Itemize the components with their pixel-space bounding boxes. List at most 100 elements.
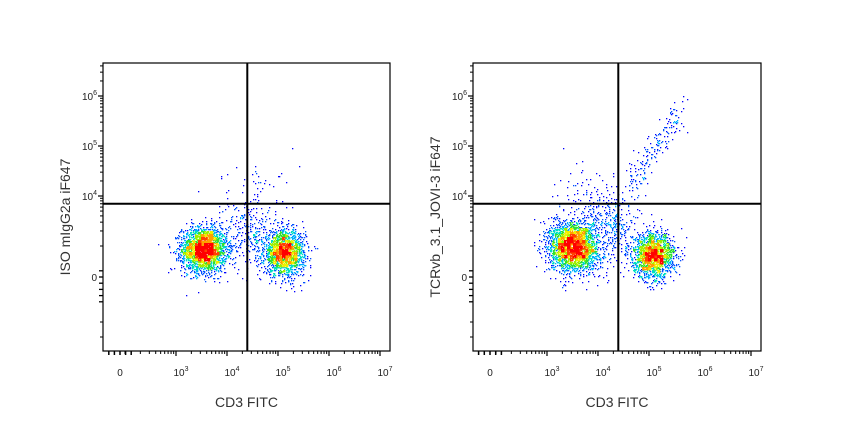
- event-dot: [191, 247, 193, 249]
- event-dot: [199, 236, 201, 238]
- event-dot: [600, 249, 602, 251]
- event-dot: [203, 266, 205, 268]
- event-dot: [286, 255, 288, 257]
- event-dot: [293, 242, 295, 244]
- event-dot: [211, 244, 213, 246]
- event-dot: [183, 253, 185, 255]
- event-dot: [207, 253, 209, 255]
- event-dot: [198, 292, 200, 294]
- event-dot: [211, 246, 213, 248]
- event-dot: [299, 259, 301, 261]
- event-dot: [279, 273, 281, 275]
- event-dot: [288, 240, 290, 242]
- event-dot: [289, 242, 291, 244]
- event-dot: [606, 246, 608, 248]
- event-dot: [235, 243, 237, 245]
- event-dot: [290, 242, 292, 244]
- event-dot: [271, 240, 273, 242]
- event-dot: [547, 253, 549, 255]
- event-dot: [196, 269, 198, 271]
- event-dot: [276, 257, 278, 259]
- event-dot: [186, 259, 188, 261]
- event-dot: [274, 234, 276, 236]
- event-dot: [285, 258, 287, 260]
- event-dot: [195, 264, 197, 266]
- event-dot: [276, 268, 278, 270]
- event-dot: [299, 249, 301, 251]
- event-dot: [236, 167, 238, 169]
- event-dot: [289, 251, 291, 253]
- event-dot: [186, 275, 188, 277]
- event-dot: [271, 258, 273, 260]
- event-dot: [296, 255, 298, 257]
- event-dot: [290, 241, 292, 243]
- event-dot: [212, 242, 214, 244]
- event-dot: [300, 244, 302, 246]
- event-dot: [289, 262, 291, 264]
- event-dot: [294, 233, 296, 235]
- event-dot: [305, 231, 307, 233]
- event-dot: [201, 262, 203, 264]
- event-dot: [209, 252, 211, 254]
- event-dot: [203, 250, 205, 252]
- event-dot: [279, 272, 281, 274]
- event-dot: [300, 239, 302, 241]
- event-dot: [284, 251, 286, 253]
- event-dot: [272, 228, 274, 230]
- event-dot: [210, 235, 212, 237]
- event-dot: [198, 230, 200, 232]
- event-dot: [297, 265, 299, 267]
- event-dot: [216, 249, 218, 251]
- event-dot: [267, 266, 269, 268]
- event-dot: [283, 250, 285, 252]
- event-dot: [300, 236, 302, 238]
- event-dot: [219, 260, 221, 262]
- event-dot: [259, 256, 261, 258]
- event-dot: [541, 257, 543, 259]
- event-dot: [198, 232, 200, 234]
- event-dot: [184, 244, 186, 246]
- event-dot: [564, 284, 566, 286]
- event-dot: [186, 243, 188, 245]
- event-dot: [286, 254, 288, 256]
- event-dot: [211, 232, 213, 234]
- event-dot: [255, 255, 257, 257]
- event-dot: [277, 250, 279, 252]
- event-dot: [217, 249, 219, 251]
- event-dot: [222, 241, 224, 243]
- event-dot: [286, 264, 288, 266]
- event-dot: [292, 233, 294, 235]
- event-dot: [213, 248, 215, 250]
- event-dot: [196, 253, 198, 255]
- event-dot: [200, 241, 202, 243]
- event-dot: [195, 241, 197, 243]
- event-dot: [279, 248, 281, 250]
- event-dot: [277, 261, 279, 263]
- event-dot: [229, 241, 231, 243]
- event-dot: [291, 231, 293, 233]
- event-dot: [297, 234, 299, 236]
- event-dot: [534, 245, 536, 247]
- event-dot: [296, 256, 298, 258]
- event-dot: [216, 254, 218, 256]
- event-dot: [213, 255, 215, 257]
- event-dot: [214, 232, 216, 234]
- event-dot: [296, 261, 298, 263]
- event-dot: [226, 238, 228, 240]
- event-dot: [207, 268, 209, 270]
- event-dot: [256, 233, 258, 235]
- event-dot: [210, 250, 212, 252]
- event-dot: [607, 282, 609, 284]
- event-dot: [199, 249, 201, 251]
- event-dot: [257, 255, 259, 257]
- event-dot: [287, 256, 289, 258]
- event-dot: [290, 244, 292, 246]
- event-dot: [262, 249, 264, 251]
- event-dot: [200, 235, 202, 237]
- event-dot: [203, 239, 205, 241]
- event-dot: [221, 271, 223, 273]
- event-dot: [204, 237, 206, 239]
- event-dot: [204, 267, 206, 269]
- event-dot: [186, 252, 188, 254]
- event-dot: [298, 249, 300, 251]
